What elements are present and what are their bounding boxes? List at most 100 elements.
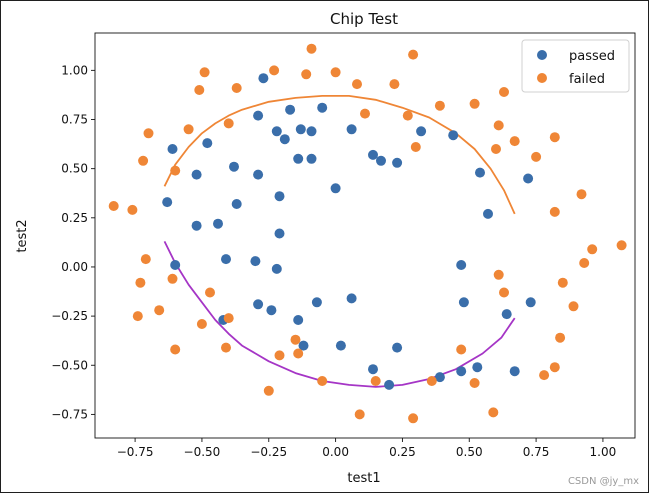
point-failed [469,378,480,388]
point-failed [301,69,312,80]
point-failed [143,128,154,139]
point-passed [311,297,322,308]
point-passed [392,342,403,353]
point-failed [205,287,215,298]
point-passed [458,297,469,308]
point-passed [306,153,317,164]
y-tick-label: 1.00 [61,63,88,77]
point-passed [523,173,534,184]
point-passed [231,199,242,209]
point-passed [191,169,202,180]
point-failed [549,362,560,373]
y-tick-label: −0.75 [51,407,88,421]
point-failed [426,376,437,386]
chart-title: Chip Test [330,10,398,28]
y-axis-label: test2 [15,219,30,252]
point-failed [531,151,542,162]
x-tick-label: 1.00 [590,445,617,459]
point-failed [499,87,509,97]
point-failed [402,110,413,121]
point-failed [330,67,341,78]
point-failed [360,108,370,119]
point-passed [306,126,317,137]
point-passed [448,130,459,141]
point-failed [568,301,579,312]
point-passed [191,220,202,231]
point-passed [293,153,304,164]
upper-boundary-line [163,95,516,215]
y-axis: −0.75 −0.50 −0.25 0.00 0.25 0.50 0.75 1.00 [51,63,95,421]
legend-marker-failed [537,73,547,83]
point-failed [140,254,151,265]
point-passed [456,260,467,270]
point-failed [469,98,480,109]
point-failed [154,305,165,316]
x-tick-label: −0.25 [250,445,287,459]
point-passed [416,126,427,137]
point-passed [253,299,264,310]
point-passed [384,379,395,390]
point-failed [549,206,560,217]
point-failed [317,376,328,386]
point-passed [202,138,213,149]
point-failed [456,344,467,355]
point-failed [127,204,138,215]
point-failed [509,136,520,147]
point-passed [501,309,512,320]
point-failed [616,240,627,251]
point-passed [221,254,231,265]
point-failed [491,144,501,154]
point-passed [167,144,178,154]
legend-box [521,39,630,93]
point-failed [274,350,285,361]
y-tick-label: −0.25 [51,309,88,323]
legend: passed failed [521,39,630,93]
point-failed [539,370,550,381]
point-passed [274,191,285,202]
point-passed [271,263,282,274]
point-failed [170,344,181,355]
point-passed [368,364,378,375]
point-passed [170,260,181,270]
point-failed [408,413,419,424]
point-failed [290,334,301,345]
point-passed [330,183,341,194]
x-tick-label: 0.75 [523,445,550,459]
x-axis-label: test1 [347,471,380,486]
point-failed [221,342,231,353]
point-passed [162,197,173,208]
y-tick-label: 0.00 [61,260,88,274]
scatter-points [108,43,627,424]
point-passed [229,161,239,172]
point-passed [346,124,357,135]
point-passed [253,110,264,121]
point-passed [509,366,520,377]
point-failed [108,201,119,211]
point-passed [472,362,483,373]
point-failed [587,244,598,255]
legend-label-passed: passed [569,49,615,64]
point-failed [269,65,280,76]
point-failed [354,409,365,420]
point-passed [285,104,296,115]
point-failed [493,120,504,131]
x-axis: −0.75 −0.50 −0.25 0.00 0.25 0.50 0.75 1.00 [117,438,617,459]
point-failed [263,385,274,396]
y-tick-label: 0.75 [61,113,88,127]
x-tick-label: −0.75 [117,445,154,459]
point-failed [194,85,205,95]
point-passed [298,340,309,351]
point-failed [132,311,143,322]
point-passed [213,218,223,229]
watermark: CSDN @jy_mx [567,476,639,487]
point-failed [352,79,362,90]
point-failed [135,277,146,288]
x-tick-label: 0.00 [322,445,349,459]
plot-area [94,32,636,439]
point-failed [199,67,210,78]
point-failed [579,258,590,268]
x-tick-label: 0.50 [456,445,483,459]
point-passed [258,73,269,84]
point-passed [346,293,357,304]
